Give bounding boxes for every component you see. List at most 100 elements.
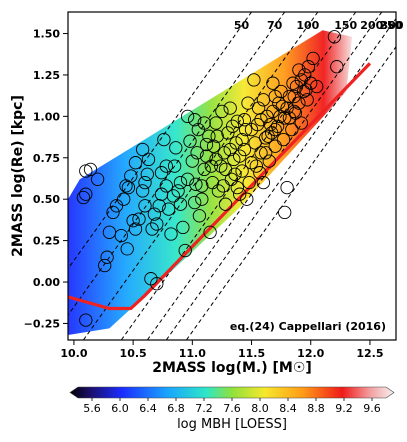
data-point xyxy=(225,119,240,133)
colorbar-tick-label: 8.0 xyxy=(251,402,269,415)
data-point xyxy=(190,146,204,160)
data-point xyxy=(128,156,143,170)
data-point xyxy=(141,152,156,167)
colorbar-tick-label: 7.2 xyxy=(195,402,213,415)
velocity-label: 100 xyxy=(296,19,319,32)
data-point xyxy=(169,141,183,155)
data-point xyxy=(79,313,93,327)
data-point xyxy=(76,190,91,205)
plot-frame xyxy=(67,11,397,341)
data-point xyxy=(126,214,140,228)
data-point xyxy=(256,175,271,190)
data-point xyxy=(209,152,223,167)
colorbar-tick-label: 8.8 xyxy=(307,402,325,415)
data-point xyxy=(253,166,267,180)
data-point xyxy=(188,195,202,210)
data-point xyxy=(197,162,211,177)
data-point xyxy=(173,197,188,211)
data-point xyxy=(235,132,249,147)
data-point xyxy=(282,111,297,125)
y-tick-label: 0.75 xyxy=(33,152,60,165)
data-point xyxy=(79,187,93,201)
data-point xyxy=(292,96,306,110)
data-point xyxy=(304,76,318,90)
velocity-label: 70 xyxy=(267,19,283,32)
data-point xyxy=(83,162,98,177)
y-tick-label: 1.00 xyxy=(33,110,60,123)
data-point xyxy=(159,179,173,193)
data-point xyxy=(294,116,308,130)
data-point xyxy=(135,184,150,198)
data-point xyxy=(120,242,134,256)
data-point xyxy=(195,192,209,206)
data-point xyxy=(251,101,266,115)
data-point xyxy=(214,159,228,173)
data-point xyxy=(164,227,178,241)
colorbar-tick-label: 6.8 xyxy=(167,402,185,415)
colorbar-tick-label: 7.6 xyxy=(223,402,241,415)
data-point xyxy=(145,222,159,236)
data-point xyxy=(300,93,314,107)
data-point xyxy=(128,222,143,236)
colorbar-ticks: 5.6 6.0 6.4 6.8 7.2 7.6 8.0 8.4 8.8 9.2 9.6 xyxy=(83,398,381,415)
data-point xyxy=(119,179,133,193)
data-point xyxy=(185,154,199,168)
y-tick-label: 1.25 xyxy=(33,69,60,82)
colorbar: 5.6 6.0 6.4 6.8 7.2 7.6 8.0 8.4 8.8 9.2 9.6 log MB… xyxy=(69,386,395,432)
y-axis-label: 2MASS log(Re) [kpc] xyxy=(10,95,26,257)
data-point xyxy=(98,258,112,273)
data-point xyxy=(199,137,214,152)
data-point xyxy=(100,250,114,264)
y-axis-ticks: −0.25 0.00 0.25 0.50 0.75 1.00 1.25 1.50 xyxy=(24,28,68,330)
data-point xyxy=(203,225,217,239)
y-tick-label: 0.00 xyxy=(33,276,60,289)
data-point xyxy=(161,202,176,216)
data-point xyxy=(183,134,197,148)
data-point xyxy=(268,122,282,137)
data-point xyxy=(310,79,324,94)
data-point xyxy=(270,119,285,133)
data-point xyxy=(230,180,244,195)
data-point xyxy=(330,60,344,74)
data-point xyxy=(242,175,256,190)
data-point xyxy=(216,179,230,193)
data-point xyxy=(268,89,282,104)
data-point xyxy=(209,116,223,130)
data-point xyxy=(223,142,237,157)
data-point xyxy=(289,79,304,94)
data-point xyxy=(159,159,173,173)
data-point xyxy=(176,220,190,235)
y-tick-label: 0.25 xyxy=(33,235,60,248)
data-point xyxy=(273,109,287,124)
data-point xyxy=(299,83,313,97)
data-point xyxy=(287,104,301,119)
data-point xyxy=(230,114,244,128)
zone-of-exclusion-line xyxy=(68,62,372,311)
data-point xyxy=(188,113,202,127)
data-point xyxy=(135,142,150,157)
colorbar-tick-label: 6.4 xyxy=(139,402,157,415)
data-point xyxy=(173,175,188,190)
x-tick-label: 10.5 xyxy=(120,347,147,360)
data-point xyxy=(278,205,292,220)
data-point xyxy=(114,228,128,243)
data-point xyxy=(150,217,164,231)
velocity-label: 200 xyxy=(360,19,383,32)
data-point xyxy=(237,142,252,157)
data-point xyxy=(244,156,259,170)
data-point xyxy=(221,126,235,140)
data-point xyxy=(292,63,306,77)
data-point xyxy=(237,113,252,127)
data-point xyxy=(244,122,259,137)
colorbar-tick-label: 8.4 xyxy=(279,402,297,415)
data-point xyxy=(218,197,233,211)
data-point xyxy=(171,184,185,198)
x-axis-label: 2MASS log(M.) [M☉] xyxy=(152,360,312,376)
data-point xyxy=(327,30,342,44)
data-point xyxy=(195,179,209,193)
data-point xyxy=(132,212,146,226)
colorbar-bar xyxy=(69,386,395,399)
data-point xyxy=(117,192,131,206)
